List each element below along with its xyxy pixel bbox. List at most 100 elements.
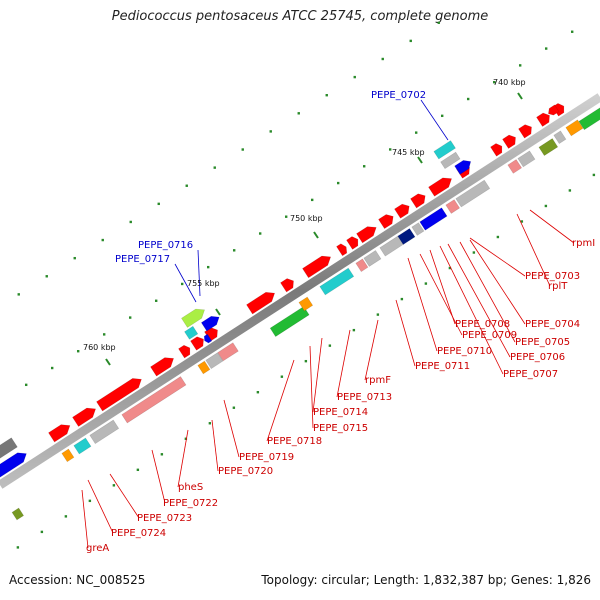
leader-line (469, 239, 526, 325)
gene-label: PEPE_0723 (137, 513, 192, 524)
gene-label: PEPE_0709 (462, 330, 517, 341)
ring-tick-dot (492, 80, 496, 84)
gene-label: PEPE_0714 (313, 407, 368, 418)
ring-tick-dot (472, 251, 476, 254)
feature-box (298, 296, 314, 312)
cds-forward (72, 407, 97, 427)
major-tick (105, 358, 111, 366)
feature-box (411, 222, 425, 236)
cds-forward (536, 112, 550, 127)
feature-box (565, 119, 584, 137)
ring-tick-dot (208, 422, 212, 425)
feature-box (121, 376, 187, 424)
genome-summary-text: Topology: circular; Length: 1,832,387 bp… (261, 573, 591, 587)
cds-forward (150, 357, 175, 377)
ring-tick-dot (206, 265, 210, 269)
cds-forward (280, 278, 294, 293)
feature-box (73, 437, 92, 455)
ring-tick-dot (232, 249, 236, 252)
feature-box (363, 250, 382, 267)
kbp-label: 755 kbp (187, 279, 220, 288)
gene-label: PEPE_0713 (337, 392, 392, 403)
ring-tick-dot (381, 57, 384, 61)
leader-line (469, 237, 526, 277)
ring-tick-dot (269, 130, 272, 133)
cds-forward (454, 160, 472, 175)
gene-label: PEPE_0706 (510, 352, 565, 363)
feature-tracks (0, 103, 600, 521)
gene-label: PEPE_0719 (239, 452, 294, 463)
feature-box (517, 150, 536, 168)
gene-label: rpmF (365, 375, 391, 386)
cds-forward (200, 315, 220, 332)
feature-box (440, 151, 461, 170)
ring-tick-dot (129, 220, 132, 224)
leader-line (309, 345, 314, 429)
leader-line (439, 245, 504, 375)
gene-label: PEPE_0703 (525, 271, 580, 282)
ring-tick-dot (154, 299, 158, 302)
ring-tick-dot (352, 328, 356, 332)
ring-tick-dot (128, 316, 132, 319)
gene-label: PEPE_0717 (115, 254, 170, 265)
gene-label: PEPE_0724 (111, 528, 166, 539)
feature-box (197, 360, 211, 375)
feature-box (433, 140, 456, 160)
feature-box (184, 325, 199, 340)
leader-line (529, 209, 575, 244)
cds-forward (178, 344, 191, 359)
gene-label: PEPE_0715 (313, 423, 368, 434)
ring-tick-dot (112, 484, 116, 487)
ring-tick-dot (213, 166, 216, 169)
gene-label: PEPE_0710 (437, 346, 492, 357)
ring-tick-dot (64, 515, 68, 518)
ring-tick-dot (400, 297, 404, 301)
major-tick (517, 92, 523, 100)
ring-tick-dot (325, 94, 328, 97)
ring-tick-dot (136, 468, 140, 472)
leader-line (419, 253, 463, 336)
cds-forward (394, 203, 410, 219)
ring-tick-dot (592, 173, 596, 177)
kbp-label: 745 kbp (392, 148, 425, 157)
leader-line (516, 213, 551, 287)
cds-forward (246, 291, 276, 315)
gene-label: PEPE_0702 (371, 90, 426, 101)
leader-line (81, 489, 89, 549)
cds-forward (378, 214, 394, 230)
cds-forward (518, 124, 532, 139)
ring-tick-dot (544, 204, 548, 208)
leader-line (407, 257, 438, 352)
leader-line (447, 243, 511, 358)
leader-line (177, 429, 189, 488)
ring-tick-dot (409, 39, 412, 43)
ring-tick-dot (466, 97, 470, 101)
gene-label: pheS (178, 482, 203, 493)
ring-tick-dot (160, 453, 164, 456)
leader-line (312, 337, 323, 413)
feature-box (269, 306, 310, 337)
tick-rings (16, 21, 596, 549)
feature-box (355, 258, 369, 273)
ring-tick-dot (185, 184, 188, 187)
ring-tick-dot (570, 30, 574, 33)
leader-line (395, 299, 416, 367)
ring-tick-dot (45, 275, 48, 278)
kbp-labels: 740 kbp 745 kbp 750 kbp 755 kbp 760 kbp (83, 78, 526, 352)
leader-line (336, 329, 351, 398)
gene-label: PEPE_0716 (138, 240, 193, 251)
ring-tick-dot (448, 266, 452, 270)
feature-box (507, 159, 523, 174)
ring-tick-dot (437, 21, 440, 24)
ring-tick-dot (241, 148, 244, 151)
feature-box (61, 448, 75, 463)
cds-reverse (203, 333, 213, 344)
feature-box (553, 130, 567, 145)
ring-tick-dot (310, 198, 314, 202)
gene-label: PEPE_0707 (503, 369, 558, 380)
gene-labels: rpmIrplTPEPE_0703PEPE_0704PEPE_0705PEPE_… (86, 90, 595, 554)
map-title: Pediococcus pentosaceus ATCC 25745, comp… (111, 9, 489, 24)
ring-tick-dot (496, 235, 500, 239)
leader-line (429, 249, 456, 325)
